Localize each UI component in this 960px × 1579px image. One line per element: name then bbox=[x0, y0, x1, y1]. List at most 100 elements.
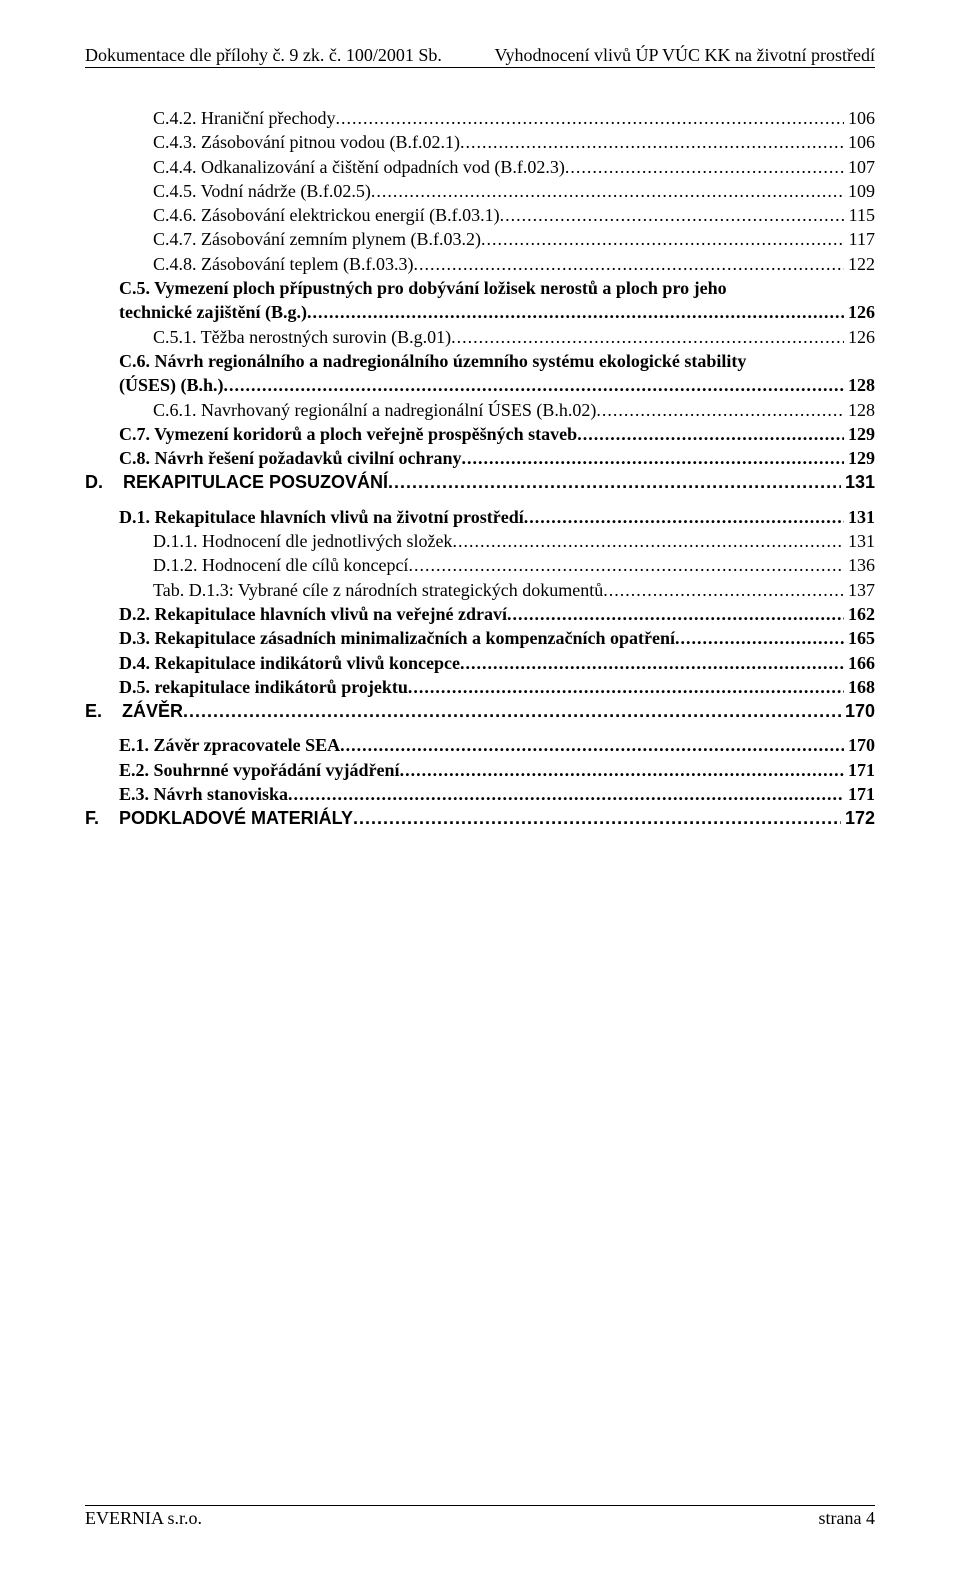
toc-entry: C.4.8. Zásobování teplem (B.f.03.3) 122 bbox=[85, 252, 875, 276]
header-left: Dokumentace dle přílohy č. 9 zk. č. 100/… bbox=[85, 45, 442, 66]
toc-label: C.4.7. Zásobování zemním plynem (B.f.03.… bbox=[153, 227, 481, 251]
toc-label: E.3. Návrh stanoviska bbox=[119, 782, 288, 806]
toc-leader bbox=[507, 602, 844, 626]
toc-entry: C.4.2. Hraniční přechody 106 bbox=[85, 106, 875, 130]
toc-leader bbox=[462, 446, 844, 470]
toc-page: 137 bbox=[844, 578, 875, 602]
toc-label: D.1.1. Hodnocení dle jednotlivých složek bbox=[153, 529, 452, 553]
toc-gap bbox=[85, 495, 875, 505]
toc-entry: C.7. Vymezení koridorů a ploch veřejně p… bbox=[85, 422, 875, 446]
toc-label: E.2. Souhrnné vypořádání vyjádření bbox=[119, 758, 400, 782]
toc-label: C.4.4. Odkanalizování a čištění odpadníc… bbox=[153, 155, 565, 179]
toc-page: 131 bbox=[844, 529, 875, 553]
toc-entry: D.4. Rekapitulace indikátorů vlivů konce… bbox=[85, 651, 875, 675]
toc-page: 109 bbox=[844, 179, 875, 203]
toc-entry: E.2. Souhrnné vypořádání vyjádření 171 bbox=[85, 758, 875, 782]
toc-entry: D.3. Rekapitulace zásadních minimalizačn… bbox=[85, 626, 875, 650]
toc-leader bbox=[413, 252, 844, 276]
toc-page: 115 bbox=[845, 203, 875, 227]
toc-label: D.3. Rekapitulace zásadních minimalizačn… bbox=[119, 626, 675, 650]
toc-page: 168 bbox=[844, 675, 875, 699]
footer-right: strana 4 bbox=[819, 1508, 875, 1529]
toc-page: 128 bbox=[844, 398, 875, 422]
toc-page: 106 bbox=[844, 106, 875, 130]
toc-label: (ÚSES) (B.h.) bbox=[119, 373, 224, 397]
toc-page: 166 bbox=[844, 651, 875, 675]
toc-page: 171 bbox=[844, 758, 875, 782]
toc-label: D.5. rekapitulace indikátorů projektu bbox=[119, 675, 408, 699]
toc-page: 126 bbox=[844, 325, 875, 349]
toc-label: C.4.8. Zásobování teplem (B.f.03.3) bbox=[153, 252, 413, 276]
toc-label: D.2. Rekapitulace hlavních vlivů na veře… bbox=[119, 602, 507, 626]
toc-leader bbox=[460, 130, 844, 154]
toc-entry: C.8. Návrh řešení požadavků civilní ochr… bbox=[85, 446, 875, 470]
toc-page: 131 bbox=[844, 505, 875, 529]
toc-entry: D.2. Rekapitulace hlavních vlivů na veře… bbox=[85, 602, 875, 626]
toc-entry: E.1. Závěr zpracovatele SEA 170 bbox=[85, 733, 875, 757]
toc-page: 129 bbox=[844, 422, 875, 446]
toc-label: D.1.2. Hodnocení dle cílů koncepcí bbox=[153, 553, 408, 577]
toc-page: 122 bbox=[844, 252, 875, 276]
toc-entry: C.6.1. Navrhovaný regionální a nadregion… bbox=[85, 398, 875, 422]
toc-leader bbox=[500, 203, 845, 227]
toc-entry: D.5. rekapitulace indikátorů projektu 16… bbox=[85, 675, 875, 699]
toc-page: 136 bbox=[844, 553, 875, 577]
toc-leader bbox=[452, 529, 844, 553]
toc-leader bbox=[371, 179, 844, 203]
table-of-contents: C.4.2. Hraniční přechody 106C.4.3. Zásob… bbox=[85, 106, 875, 831]
toc-entry: C.4.6. Zásobování elektrickou energií (B… bbox=[85, 203, 875, 227]
toc-leader bbox=[577, 422, 844, 446]
toc-label: C.5.1. Těžba nerostných surovin (B.g.01) bbox=[153, 325, 451, 349]
toc-label: C.6.1. Navrhovaný regionální a nadregion… bbox=[153, 398, 596, 422]
toc-page: 170 bbox=[844, 733, 875, 757]
page-header: Dokumentace dle přílohy č. 9 zk. č. 100/… bbox=[85, 45, 875, 68]
toc-label: C.4.6. Zásobování elektrickou energií (B… bbox=[153, 203, 500, 227]
toc-page: 165 bbox=[844, 626, 875, 650]
toc-leader bbox=[596, 398, 844, 422]
toc-entry: C.4.4. Odkanalizování a čištění odpadníc… bbox=[85, 155, 875, 179]
toc-entry: C.6. Návrh regionálního a nadregionálníh… bbox=[85, 349, 875, 398]
toc-page: 171 bbox=[844, 782, 875, 806]
toc-label: C.6. Návrh regionálního a nadregionálníh… bbox=[119, 349, 875, 373]
page: Dokumentace dle přílohy č. 9 zk. č. 100/… bbox=[0, 0, 960, 1579]
toc-leader bbox=[481, 227, 845, 251]
toc-entry: E.3. Návrh stanoviska 171 bbox=[85, 782, 875, 806]
toc-label: Tab. D.1.3: Vybrané cíle z národních str… bbox=[153, 578, 603, 602]
toc-leader bbox=[603, 578, 844, 602]
toc-label: D.4. Rekapitulace indikátorů vlivů konce… bbox=[119, 651, 460, 675]
toc-leader bbox=[451, 325, 844, 349]
toc-leader bbox=[675, 626, 844, 650]
toc-leader bbox=[307, 300, 844, 324]
toc-label: E.1. Závěr zpracovatele SEA bbox=[119, 733, 340, 757]
toc-entry: Tab. D.1.3: Vybrané cíle z národních str… bbox=[85, 578, 875, 602]
toc-label: C.7. Vymezení koridorů a ploch veřejně p… bbox=[119, 422, 577, 446]
toc-entry: E. ZÁVĚR 170 bbox=[85, 699, 875, 723]
toc-entry: D.1.2. Hodnocení dle cílů koncepcí 136 bbox=[85, 553, 875, 577]
header-right: Vyhodnocení vlivů ÚP VÚC KK na životní p… bbox=[495, 45, 875, 66]
toc-entry: C.4.3. Zásobování pitnou vodou (B.f.02.1… bbox=[85, 130, 875, 154]
toc-leader bbox=[388, 470, 841, 494]
toc-label: C.8. Návrh řešení požadavků civilní ochr… bbox=[119, 446, 462, 470]
toc-leader bbox=[408, 553, 844, 577]
toc-entry: C.4.5. Vodní nádrže (B.f.02.5) 109 bbox=[85, 179, 875, 203]
toc-leader bbox=[340, 733, 844, 757]
toc-leader bbox=[224, 373, 844, 397]
toc-page: 107 bbox=[844, 155, 875, 179]
toc-entry: C.5.1. Těžba nerostných surovin (B.g.01)… bbox=[85, 325, 875, 349]
toc-label: C.4.5. Vodní nádrže (B.f.02.5) bbox=[153, 179, 371, 203]
toc-leader bbox=[183, 699, 841, 723]
toc-label: technické zajištění (B.g.) bbox=[119, 300, 307, 324]
toc-page: 117 bbox=[845, 227, 875, 251]
toc-label: C.4.2. Hraniční přechody bbox=[153, 106, 335, 130]
toc-page: 106 bbox=[844, 130, 875, 154]
toc-entry: C.5. Vymezení ploch přípustných pro dobý… bbox=[85, 276, 875, 325]
toc-entry: F. PODKLADOVÉ MATERIÁLY 172 bbox=[85, 806, 875, 830]
page-footer: EVERNIA s.r.o. strana 4 bbox=[85, 1505, 875, 1529]
toc-leader bbox=[288, 782, 844, 806]
toc-label: E. ZÁVĚR bbox=[85, 699, 183, 723]
toc-leader bbox=[400, 758, 844, 782]
toc-entry: C.4.7. Zásobování zemním plynem (B.f.03.… bbox=[85, 227, 875, 251]
toc-label: D. REKAPITULACE POSUZOVÁNÍ bbox=[85, 470, 388, 494]
toc-leader bbox=[353, 806, 841, 830]
toc-leader bbox=[408, 675, 844, 699]
